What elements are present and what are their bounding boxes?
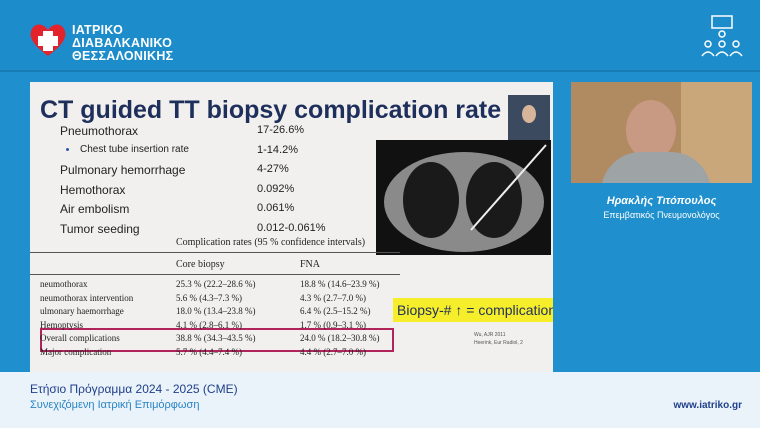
item-value: 0.012-0.061%	[257, 221, 326, 234]
item-label: Air embolism	[60, 202, 130, 216]
item-label: Pulmonary hemorrhage	[60, 163, 186, 177]
table-cell: 38.8 % (34.3–43.5 %)	[176, 333, 256, 343]
table-cell: 4.3 % (2.7–7.0 %)	[300, 292, 366, 303]
table-cell: ulmonary haemorrhage	[40, 306, 124, 316]
table-cell: Major complication	[40, 346, 112, 357]
item-value: 17-26.6%	[257, 124, 305, 136]
program-subtitle: Συνεχιζόμενη Ιατρική Επιμόρφωση	[30, 399, 200, 411]
table-cell: neumothorax intervention	[40, 292, 134, 303]
ct-image	[376, 140, 551, 255]
slide: CT guided TT biopsy complication rate Co…	[30, 82, 553, 372]
table-cell: neumothorax	[40, 279, 88, 289]
item-label: Hemothorax	[60, 182, 126, 197]
ct-drawing	[384, 144, 547, 252]
speaker-role: Επεμβατικός Πνευμονολόγος	[603, 210, 720, 220]
citation: Heerink, Eur Radiol, 2	[474, 340, 523, 346]
item-label: Pneumothorax	[60, 124, 139, 138]
bullet	[66, 147, 69, 151]
table-cell: 18.0 % (13.4–23.8 %)	[176, 306, 256, 316]
logo-line: ΔΙΑΒΑΛΚΑΝΙΚΟ	[72, 36, 173, 50]
table-header: Core biopsy	[176, 259, 225, 270]
bullet-label: Chest tube insertion rate	[80, 143, 189, 155]
table-header: FNA	[300, 259, 321, 270]
table-cell: 5.7 % (4.4–7.4 %)	[176, 346, 242, 357]
table-cell: 5.6 % (4.3–7.3 %)	[176, 292, 242, 303]
logo-line: ΘΕΣΣΑΛΟΝΙΚΗΣ	[72, 49, 174, 63]
speaker-video	[571, 82, 752, 183]
callout: Biopsy-# ↑ = complication	[393, 298, 553, 322]
footer: Ετήσιο Πρόγραμμα 2024 - 2025 (CME) Συνεχ…	[0, 372, 760, 428]
citation: Wu, AJR 2011	[474, 332, 506, 338]
table-cell: Hemoptysis	[40, 319, 84, 330]
table-rule	[30, 274, 400, 275]
table-caption: Complication rates (95 % confidence inte…	[176, 237, 366, 248]
table-cell: 18.8 % (14.6–23.9 %)	[300, 279, 380, 289]
program-title: Ετήσιο Πρόγραμμα 2024 - 2025 (CME)	[30, 382, 238, 396]
slide-title: CT guided TT biopsy complication rate	[40, 96, 502, 124]
website: www.iatriko.gr	[673, 400, 742, 411]
item-value: 0.061%	[257, 202, 295, 214]
table-cell: 6.4 % (2.5–15.2 %)	[300, 306, 371, 316]
table-cell: 1.7 % (0.9–3.1 %)	[300, 319, 366, 330]
logo-text: ΙΑΤΡΙΚΟ ΔΙΑΒΑΛΚΑΝΙΚΟ ΘΕΣΣΑΛΟΝΙΚΗΣ	[72, 24, 173, 63]
speaker-head	[626, 100, 676, 160]
item-value: 1-14.2%	[257, 143, 298, 156]
item-value: 0.092%	[257, 182, 295, 195]
thumbnail-video	[508, 95, 550, 140]
table-cell: 4.4 % (2.7–7.0 %)	[300, 346, 366, 357]
item-label: Tumor seeding	[60, 221, 140, 236]
table-cell: Overall complications	[40, 333, 120, 343]
header: ΙΑΤΡΙΚΟ ΔΙΑΒΑΛΚΑΝΙΚΟ ΘΕΣΣΑΛΟΝΙΚΗΣ	[0, 0, 760, 72]
speaker-name: Ηρακλής Τιτόπουλος	[606, 195, 717, 207]
table-rule	[30, 252, 400, 253]
audience-icon	[701, 15, 743, 57]
table-cell: 25.3 % (22.2–28.6 %)	[176, 279, 256, 289]
table-cell: 24.0 % (18.2–30.8 %)	[300, 333, 380, 343]
logo-line: ΙΑΤΡΙΚΟ	[72, 23, 124, 37]
logo-icon	[30, 24, 66, 56]
table-cell: 4.1 % (2.8–6.1 %)	[176, 319, 242, 330]
item-value: 4-27%	[257, 163, 289, 175]
highlight-box	[40, 328, 394, 352]
